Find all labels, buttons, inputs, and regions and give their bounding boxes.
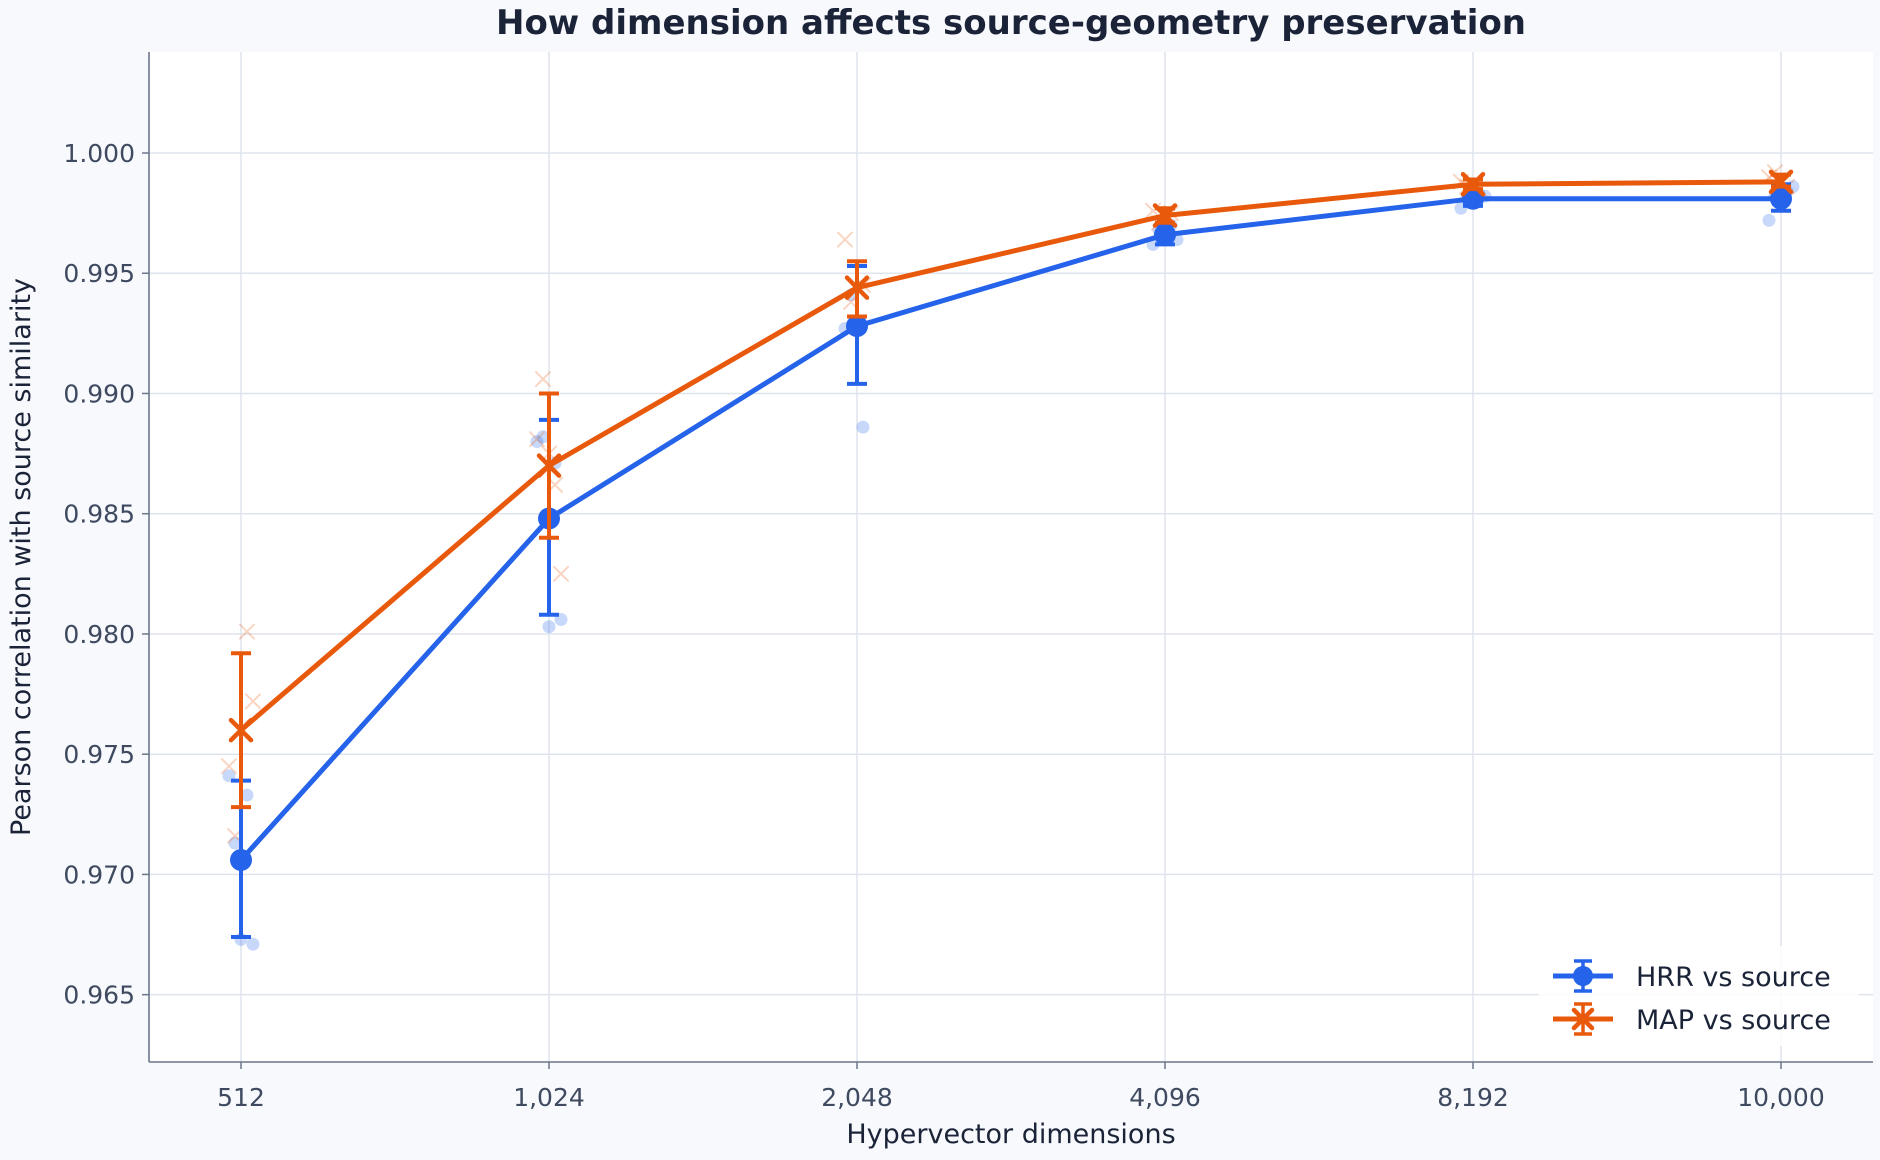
legend-marker	[1573, 966, 1593, 986]
legend-label: HRR vs source	[1636, 962, 1831, 993]
plot-area	[149, 52, 1873, 1062]
x-tick-label: 512	[217, 1083, 265, 1112]
legend-label: MAP vs source	[1636, 1005, 1831, 1036]
x-tick-label: 8,192	[1437, 1083, 1509, 1112]
seed-point	[221, 758, 237, 775]
x-tick-label: 2,048	[821, 1083, 893, 1112]
seed-point	[245, 693, 261, 710]
y-tick-label: 0.975	[63, 740, 135, 769]
series-line	[239, 196, 1781, 862]
seed-point	[240, 788, 254, 802]
data-point	[228, 717, 254, 743]
seed-point	[246, 937, 260, 951]
seed-point	[239, 623, 255, 640]
data-point	[1152, 203, 1178, 228]
seed-point	[856, 420, 870, 434]
y-tick-label: 0.965	[63, 981, 135, 1010]
data-point	[1770, 187, 1792, 210]
chart-title: How dimension affects source-geometry pr…	[496, 3, 1526, 43]
legend-marker	[1571, 1007, 1595, 1031]
seed-point	[542, 620, 556, 634]
x-axis-label: Hypervector dimensions	[846, 1119, 1175, 1150]
seed-point	[530, 435, 544, 449]
seed-point	[1762, 213, 1776, 227]
y-tick-label: 1.000	[63, 139, 135, 168]
seed-point	[529, 431, 545, 448]
series-layer	[221, 164, 1800, 951]
series-1	[228, 169, 1794, 810]
ticks: 0.965 0.970 0.975 0.980 0.985 0.990 0.995 1.000…	[63, 139, 1824, 1112]
data-point	[230, 849, 252, 871]
x-tick-label: 10,000	[1737, 1083, 1824, 1112]
seed-point	[228, 836, 242, 850]
data-point	[846, 315, 868, 338]
data-point	[1154, 223, 1176, 246]
seed-point	[536, 430, 550, 444]
y-tick-label: 0.985	[63, 500, 135, 529]
y-tick-label: 0.990	[63, 379, 135, 408]
seed-point	[837, 231, 853, 248]
y-axis-label: Pearson correlation with source similari…	[6, 278, 37, 836]
y-tick-label: 0.995	[63, 259, 135, 288]
data-point	[844, 275, 870, 300]
x-tick-label: 4,096	[1129, 1083, 1201, 1112]
data-point	[1462, 187, 1484, 210]
y-tick-label: 0.980	[63, 620, 135, 649]
y-tick-label: 0.970	[63, 860, 135, 889]
series-line	[239, 179, 1782, 733]
data-point	[1768, 169, 1794, 195]
seed-point	[535, 371, 551, 388]
data-point	[1460, 172, 1486, 197]
data-point	[536, 453, 562, 478]
seed-point	[553, 565, 569, 582]
x-tick-label: 1,024	[513, 1083, 585, 1112]
legend: HRR vs source MAP vs source	[1539, 946, 1859, 1046]
